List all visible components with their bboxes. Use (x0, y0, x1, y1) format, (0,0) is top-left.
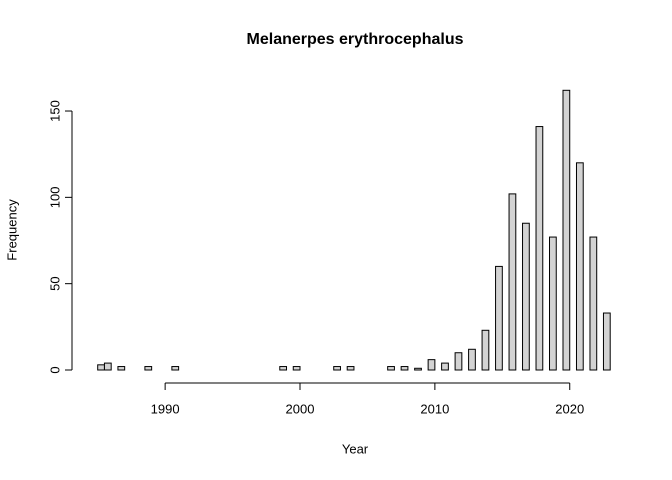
bar (562, 89, 571, 371)
y-tick-label: 150 (47, 100, 62, 122)
bar (414, 367, 422, 371)
bar (549, 236, 557, 371)
bar (508, 193, 517, 371)
bar (387, 366, 395, 371)
bar (103, 362, 112, 371)
bar (481, 329, 490, 371)
bar (427, 359, 436, 371)
chart-title: Melanerpes erythrocephalus (247, 31, 464, 48)
bar (522, 222, 530, 371)
y-tick-label: 100 (47, 186, 62, 208)
bar (346, 366, 355, 371)
x-axis-label: Year (342, 441, 369, 456)
bar (575, 162, 584, 371)
bar (144, 366, 153, 371)
x-tick-label: 2000 (286, 401, 315, 416)
y-axis-label: Frequency (4, 199, 19, 261)
bar (171, 366, 180, 371)
x-tick-label: 1990 (151, 401, 180, 416)
x-tick-label: 2010 (420, 401, 449, 416)
bar (441, 362, 449, 371)
y-tick-label: 0 (47, 366, 62, 373)
bar (279, 366, 288, 371)
bar (400, 366, 409, 371)
bar (292, 366, 301, 371)
bar (468, 348, 476, 371)
bar (333, 366, 341, 371)
bar (97, 364, 105, 371)
bar (589, 236, 598, 371)
bar (117, 366, 126, 371)
x-tick-label: 2020 (555, 401, 584, 416)
bar (602, 312, 611, 371)
y-tick-label: 50 (47, 276, 62, 290)
bar (535, 126, 544, 371)
bar (454, 352, 463, 371)
bar (495, 265, 503, 371)
